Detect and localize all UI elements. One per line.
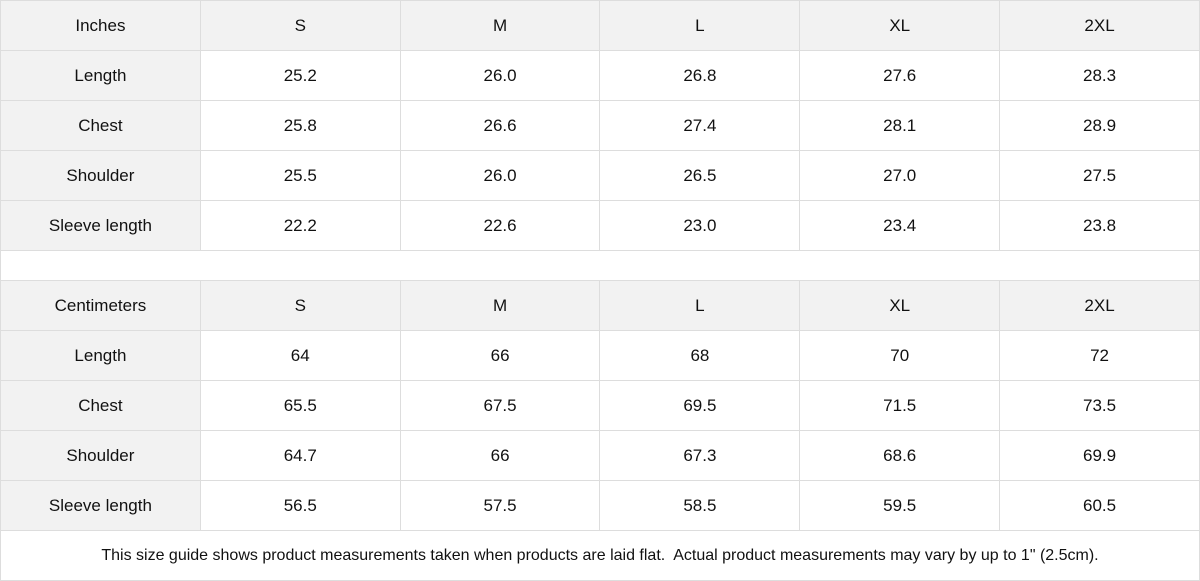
measurement-value: 27.6	[800, 51, 1001, 101]
measurement-value: 69.9	[1000, 431, 1200, 481]
measurement-value: 28.3	[1000, 51, 1200, 101]
size-header: S	[200, 281, 401, 331]
table-row: Length 25.2 26.0 26.8 27.6 28.3	[1, 51, 1200, 101]
table-spacer	[1, 251, 1200, 281]
measurement-value: 26.5	[600, 151, 801, 201]
table-header-row: Inches S M L XL 2XL	[1, 1, 1200, 51]
measurement-label: Chest	[1, 381, 201, 431]
measurement-value: 27.5	[1000, 151, 1200, 201]
table-header-row: Centimeters S M L XL 2XL	[1, 281, 1200, 331]
size-header: 2XL	[1000, 1, 1200, 51]
measurement-value: 25.8	[200, 101, 401, 151]
size-header: S	[200, 1, 401, 51]
size-header: M	[400, 1, 601, 51]
measurement-value: 73.5	[1000, 381, 1200, 431]
table-row: Shoulder 64.7 66 67.3 68.6 69.9	[1, 431, 1200, 481]
measurement-value: 23.4	[800, 201, 1001, 251]
measurement-label: Length	[1, 51, 201, 101]
table-row: Sleeve length 56.5 57.5 58.5 59.5 60.5	[1, 481, 1200, 531]
measurement-label: Shoulder	[1, 151, 201, 201]
table-row: Shoulder 25.5 26.0 26.5 27.0 27.5	[1, 151, 1200, 201]
table-row: Length 64 66 68 70 72	[1, 331, 1200, 381]
measurement-value: 71.5	[800, 381, 1001, 431]
measurement-value: 56.5	[200, 481, 401, 531]
measurement-label: Length	[1, 331, 201, 381]
measurement-value: 26.0	[400, 51, 601, 101]
measurement-value: 28.1	[800, 101, 1001, 151]
measurement-label: Chest	[1, 101, 201, 151]
measurement-value: 22.6	[400, 201, 601, 251]
measurement-value: 25.2	[200, 51, 401, 101]
measurement-value: 57.5	[400, 481, 601, 531]
size-header: XL	[800, 281, 1001, 331]
measurement-value: 68.6	[800, 431, 1001, 481]
measurement-value: 68	[600, 331, 801, 381]
measurement-value: 26.0	[400, 151, 601, 201]
measurement-value: 66	[400, 431, 601, 481]
size-header: L	[600, 1, 801, 51]
table-row: Sleeve length 22.2 22.6 23.0 23.4 23.8	[1, 201, 1200, 251]
measurement-value: 65.5	[200, 381, 401, 431]
measurement-value: 59.5	[800, 481, 1001, 531]
measurement-value: 27.4	[600, 101, 801, 151]
measurement-value: 72	[1000, 331, 1200, 381]
measurement-value: 22.2	[200, 201, 401, 251]
measurement-label: Sleeve length	[1, 481, 201, 531]
measurement-value: 28.9	[1000, 101, 1200, 151]
measurement-value: 67.5	[400, 381, 601, 431]
size-header: 2XL	[1000, 281, 1200, 331]
unit-header: Inches	[1, 1, 201, 51]
measurement-value: 23.8	[1000, 201, 1200, 251]
measurement-label: Sleeve length	[1, 201, 201, 251]
measurement-value: 69.5	[600, 381, 801, 431]
measurement-value: 67.3	[600, 431, 801, 481]
table-row: Chest 25.8 26.6 27.4 28.1 28.9	[1, 101, 1200, 151]
measurement-value: 23.0	[600, 201, 801, 251]
measurement-value: 70	[800, 331, 1001, 381]
measurement-value: 64.7	[200, 431, 401, 481]
size-header: XL	[800, 1, 1001, 51]
measurement-value: 26.8	[600, 51, 801, 101]
measurement-value: 58.5	[600, 481, 801, 531]
table-row: Chest 65.5 67.5 69.5 71.5 73.5	[1, 381, 1200, 431]
size-header: L	[600, 281, 801, 331]
measurement-value: 64	[200, 331, 401, 381]
measurement-value: 60.5	[1000, 481, 1200, 531]
measurement-label: Shoulder	[1, 431, 201, 481]
measurement-value: 27.0	[800, 151, 1001, 201]
size-guide-note: This size guide shows product measuremen…	[1, 531, 1200, 581]
size-header: M	[400, 281, 601, 331]
measurement-value: 66	[400, 331, 601, 381]
measurement-value: 26.6	[400, 101, 601, 151]
unit-header: Centimeters	[1, 281, 201, 331]
measurement-value: 25.5	[200, 151, 401, 201]
